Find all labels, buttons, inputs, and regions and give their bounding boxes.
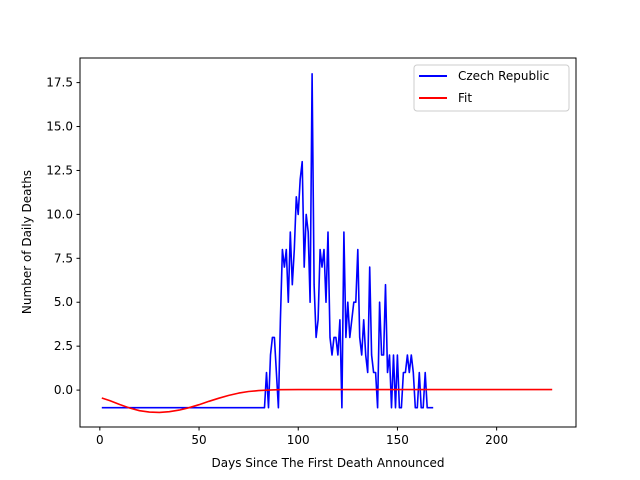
legend-label-czech-republic: Czech Republic	[458, 69, 549, 83]
y-tick-label: 17.5	[46, 76, 73, 90]
legend: Czech Republic Fit	[413, 64, 570, 112]
y-axis: 0.0 2.5 5.0 7.5 10.0 12.5 15.0 17.5	[46, 76, 80, 397]
x-tick-label: 150	[386, 433, 409, 447]
legend-label-fit: Fit	[458, 91, 472, 105]
axes-frame	[79, 57, 577, 428]
series-layer	[101, 73, 553, 414]
x-tick-label: 200	[485, 433, 508, 447]
y-axis-label: Number of Daily Deaths	[20, 170, 34, 314]
y-tick-label: 2.5	[54, 339, 73, 353]
x-axis-label: Days Since The First Death Announced	[212, 456, 445, 470]
plot-area	[101, 73, 553, 414]
y-tick-label: 0.0	[54, 383, 73, 397]
x-tick-label: 50	[191, 433, 206, 447]
y-tick-label: 5.0	[54, 295, 73, 309]
y-tick-label: 10.0	[46, 207, 73, 221]
czech-republic-line	[101, 73, 434, 409]
y-tick-label: 12.5	[46, 163, 73, 177]
y-tick-label: 7.5	[54, 251, 73, 265]
x-tick-label: 100	[287, 433, 310, 447]
fit-line	[101, 388, 553, 414]
x-tick-label: 0	[96, 433, 104, 447]
x-axis: 0 50 100 150 200	[96, 427, 508, 447]
y-tick-label: 15.0	[46, 120, 73, 134]
legend-box	[413, 64, 570, 112]
